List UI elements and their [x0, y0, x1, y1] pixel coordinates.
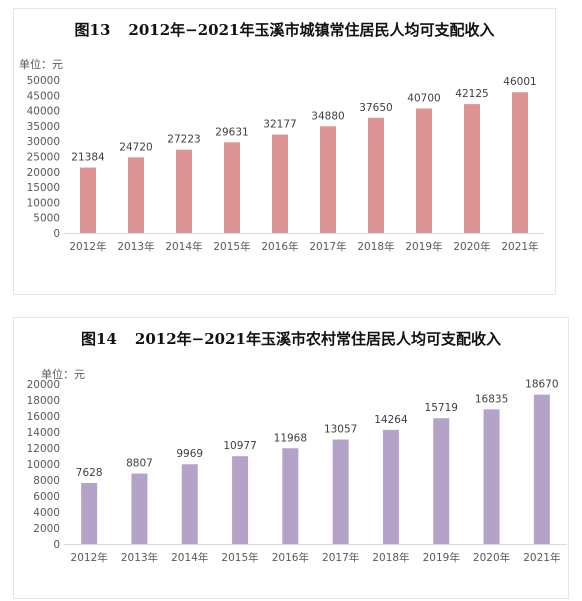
urban-bar: [272, 134, 288, 233]
rural-xtick-label: 2021年: [523, 551, 560, 564]
rural-bar: [332, 439, 349, 544]
rural-bar: [382, 429, 399, 544]
rural-xtick-label: 2018年: [372, 551, 409, 564]
urban-xtick-label: 2013年: [117, 240, 154, 253]
urban-data-label: 21384: [71, 152, 105, 164]
rural-xtick-label: 2020年: [473, 551, 510, 564]
urban-ytick-label: 5000: [33, 213, 60, 225]
urban-ytick-label: 40000: [27, 106, 60, 118]
rural-data-label: 9969: [176, 448, 203, 460]
urban-data-label: 40700: [407, 92, 440, 104]
urban-ytick-label: 0: [53, 228, 60, 240]
rural-bar: [282, 448, 299, 544]
rural-bar: [131, 473, 148, 544]
urban-bar: [464, 104, 480, 233]
rural-xtick-label: 2016年: [272, 551, 309, 564]
urban-data-label: 32177: [263, 119, 296, 131]
urban-xtick-label: 2014年: [165, 240, 202, 253]
urban-xtick-label: 2018年: [357, 240, 394, 253]
rural-xtick-label: 2019年: [423, 551, 460, 564]
rural-ytick-label: 0: [53, 539, 60, 551]
urban-bar: [128, 157, 144, 233]
urban-xtick-label: 2015年: [213, 240, 250, 253]
rural-bar-chart: 0 2000 4000 6000 8000 10000 12000 14000 16000 180…: [27, 379, 567, 564]
rural-ytick-label: 8000: [33, 475, 60, 487]
rural-ytick-label: 14000: [27, 427, 60, 439]
rural-bar: [81, 482, 98, 544]
urban-bar: [512, 92, 528, 233]
rural-xtick-label: 2014年: [171, 551, 208, 564]
rural-ytick-label: 2000: [33, 523, 60, 535]
rural-xtick-label: 2015年: [221, 551, 258, 564]
rural-data-label: 11968: [274, 432, 307, 444]
rural-data-label: 13057: [324, 424, 357, 436]
rural-bar: [483, 409, 500, 544]
rural-ytick-label: 12000: [27, 443, 60, 455]
rural-xtick-label: 2012年: [71, 551, 108, 564]
urban-ytick-label: 45000: [27, 90, 60, 102]
rural-data-label: 15719: [425, 402, 458, 414]
rural-data-label: 16835: [475, 393, 508, 405]
urban-data-label: 37650: [359, 102, 392, 114]
rural-bar: [433, 418, 450, 544]
rural-data-label: 18670: [525, 379, 558, 391]
urban-data-label: 24720: [119, 141, 152, 153]
urban-figure-number: 图13: [74, 21, 111, 39]
urban-bar: [320, 126, 336, 233]
urban-data-label: 34880: [311, 110, 344, 122]
rural-income-chart-panel: 图14 2012年−2021年玉溪市农村常住居民人均可支配收入 单位：元 0 200…: [13, 317, 569, 599]
rural-chart-title: 图14 2012年−2021年玉溪市农村常住居民人均可支配收入: [14, 328, 568, 349]
urban-chart-title: 图13 2012年−2021年玉溪市城镇常住居民人均可支配收入: [14, 19, 555, 40]
urban-bar-chart: 0 5000 10000 15000 20000 25000 30000 35000 40000…: [27, 75, 544, 253]
urban-bar: [368, 117, 384, 233]
rural-data-label: 8807: [126, 458, 153, 470]
rural-ytick-label: 4000: [33, 507, 60, 519]
rural-data-label: 7628: [76, 467, 103, 479]
urban-xtick-label: 2021年: [501, 240, 538, 253]
rural-data-label: 14264: [374, 414, 408, 426]
rural-data-label: 10977: [223, 440, 256, 452]
urban-data-label: 42125: [455, 88, 488, 100]
urban-xtick-label: 2016年: [261, 240, 298, 253]
urban-xtick-label: 2020年: [453, 240, 490, 253]
urban-title-text: 2012年−2021年玉溪市城镇常住居民人均可支配收入: [128, 21, 495, 39]
urban-ytick-label: 30000: [27, 136, 60, 148]
rural-ytick-label: 18000: [27, 395, 60, 407]
rural-ytick-label: 20000: [27, 379, 60, 391]
urban-data-label: 46001: [503, 76, 536, 88]
urban-data-label: 29631: [215, 126, 248, 138]
rural-figure-number: 图14: [81, 330, 117, 348]
rural-unit-label: 单位：元: [41, 368, 85, 381]
rural-title-text: 2012年−2021年玉溪市农村常住居民人均可支配收入: [134, 330, 501, 348]
urban-ytick-label: 10000: [27, 197, 60, 209]
urban-xtick-label: 2019年: [405, 240, 442, 253]
urban-xtick-label: 2012年: [69, 240, 106, 253]
rural-bar: [533, 394, 550, 544]
urban-bar: [416, 108, 432, 233]
rural-xtick-label: 2013年: [121, 551, 158, 564]
rural-xtick-label: 2017年: [322, 551, 359, 564]
urban-income-chart-panel: 图13 2012年−2021年玉溪市城镇常住居民人均可支配收入 单位：元 0 500…: [13, 8, 556, 295]
urban-bar: [224, 142, 240, 233]
rural-bar: [232, 456, 249, 544]
rural-bar: [181, 464, 198, 544]
urban-bar: [176, 149, 192, 233]
urban-data-label: 27223: [167, 134, 200, 146]
urban-ytick-label: 50000: [27, 75, 60, 87]
urban-bar: [80, 167, 96, 233]
urban-ytick-label: 25000: [27, 152, 60, 164]
urban-unit-label: 单位：元: [19, 58, 63, 71]
urban-xtick-label: 2017年: [309, 240, 346, 253]
urban-ytick-label: 15000: [27, 182, 60, 194]
rural-ytick-label: 10000: [27, 459, 60, 471]
urban-ytick-label: 35000: [27, 121, 60, 133]
urban-ytick-label: 20000: [27, 167, 60, 179]
rural-ytick-label: 16000: [27, 411, 60, 423]
rural-ytick-label: 6000: [33, 491, 60, 503]
